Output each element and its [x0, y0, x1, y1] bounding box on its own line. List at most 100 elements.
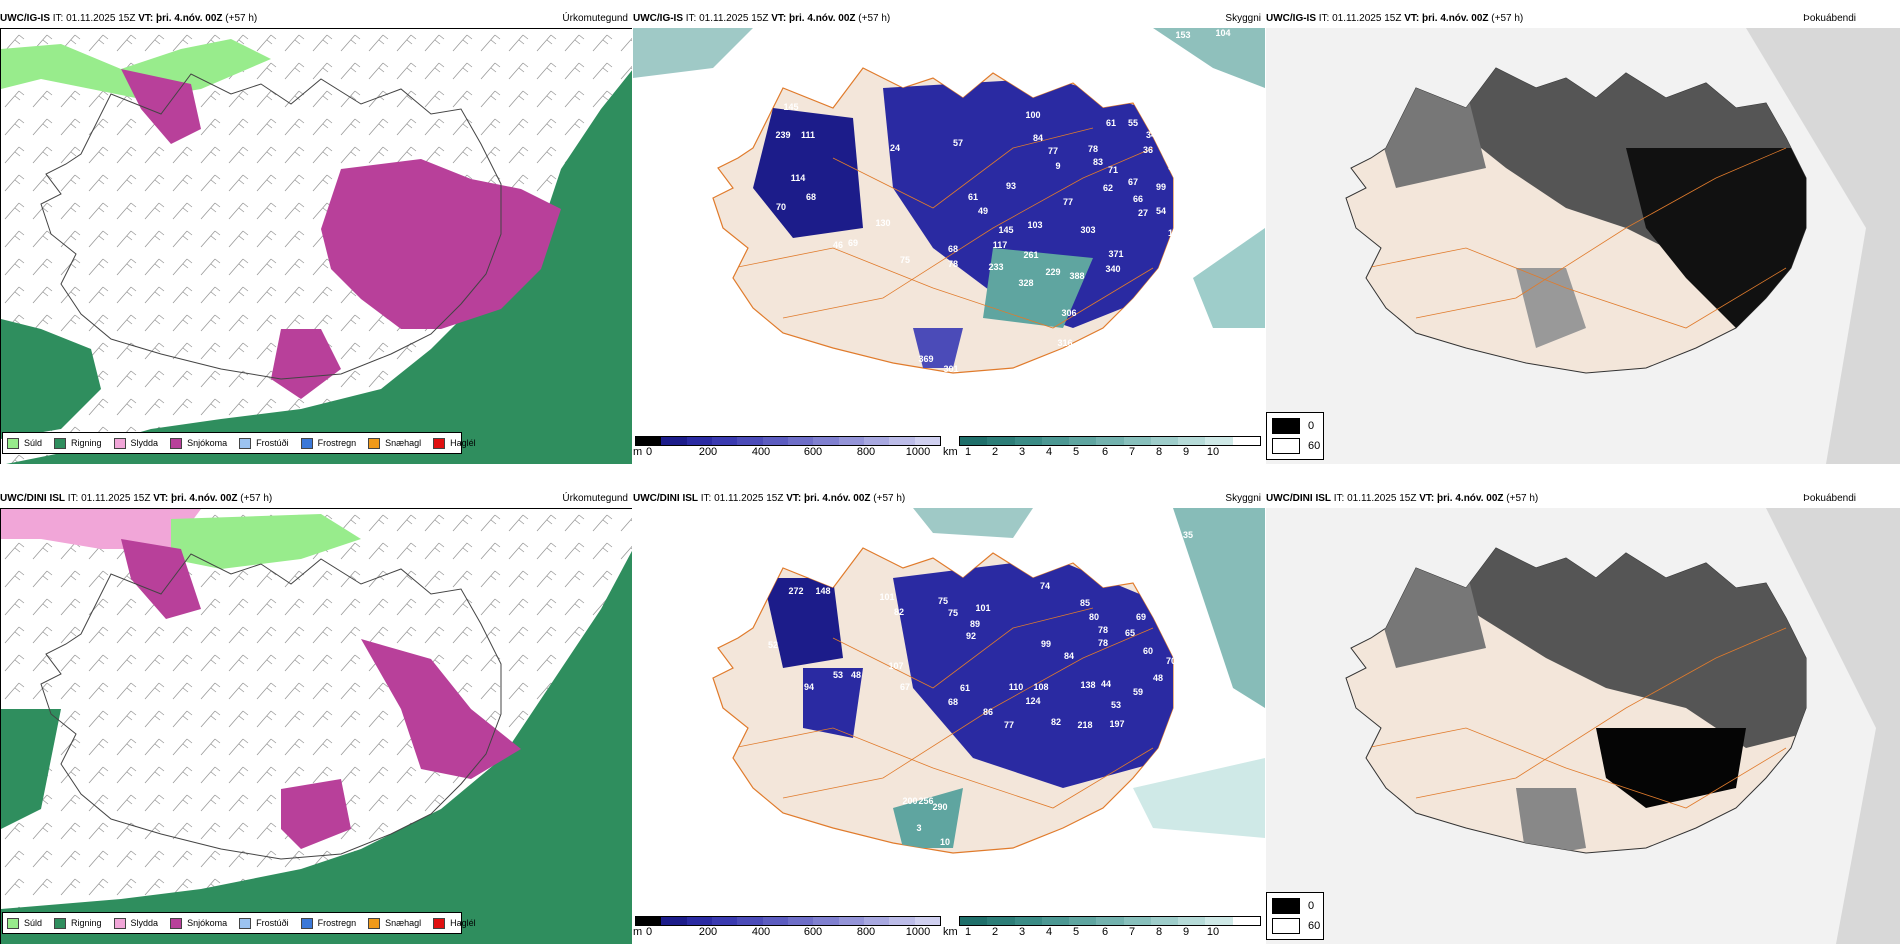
peak-label: 44 [1101, 679, 1111, 689]
peak-label: 117 [993, 240, 1008, 250]
peak-label: 66 [1133, 194, 1143, 204]
height-tick: 200 [698, 926, 718, 938]
peak-label: 53 [1111, 700, 1121, 710]
lead-time: (+57 h) [1491, 13, 1524, 24]
it-label: IT: [67, 493, 79, 504]
peak-label: 78 [1088, 144, 1098, 154]
fog-legend-row: 0 [1272, 898, 1314, 914]
legend-swatch [7, 917, 19, 929]
height-colorbar-strip [635, 916, 941, 926]
peak-label: 148 [815, 586, 830, 596]
peak-label: 99 [1156, 182, 1166, 192]
peak-label: 27 [926, 381, 936, 391]
peak-label: 76 [1100, 571, 1110, 581]
vt-value: þri. 4.nóv. 00Z [1422, 13, 1489, 24]
lead-time: (+57 h) [240, 493, 273, 504]
legend-label: Snæhagl [385, 918, 422, 928]
height-colorbar-strip [635, 436, 941, 446]
peak-label: 36 [1143, 145, 1153, 155]
peak-label: 256 [918, 796, 933, 806]
vt-value: þri. 4.nóv. 00Z [804, 493, 871, 504]
peak-label: 369 [918, 354, 933, 364]
visibility-tick: 9 [1182, 446, 1190, 458]
legend-label: Frostregn [317, 918, 357, 928]
legend-item-snow-pellets: Snæhagl [368, 917, 422, 929]
fog-index-panel-igis: UWC/IG-IS IT: 01.11.2025 15Z VT: þri. 4.… [1266, 12, 1900, 464]
legend-item-drizzle: Súld [7, 917, 42, 929]
peak-label: 340 [1105, 264, 1120, 274]
peak-label: 229 [1045, 267, 1060, 277]
panel-header: UWC/IG-IS IT: 01.11.2025 15Z VT: þri. 4.… [0, 12, 632, 26]
peak-label: 56 [1168, 162, 1178, 172]
peak-label: 68 [948, 244, 958, 254]
panel-title: Þokuábendi [1803, 493, 1856, 504]
panel-title: Úrkomutegund [562, 493, 628, 504]
legend-swatch [170, 437, 183, 449]
panel-header: UWC/DINI ISL IT: 01.11.2025 15Z VT: þri.… [633, 492, 1265, 506]
legend-label: Frostúði [256, 438, 289, 448]
fog-index-panel-dini: UWC/DINI ISL IT: 01.11.2025 15Z VT: þri.… [1266, 492, 1900, 944]
peak-label: 84 [1064, 651, 1074, 661]
peak-label: 62 [1103, 183, 1113, 193]
legend-item-freezing-drizzle: Frostúði [239, 437, 289, 449]
peak-label: 61 [1106, 118, 1116, 128]
legend-item-freezing-drizzle: Frostúði [239, 917, 289, 929]
vt-value: þri. 4.nóv. 00Z [171, 493, 238, 504]
peak-label: 69 [848, 238, 858, 248]
height-tick: 600 [803, 926, 823, 938]
height-unit: m [633, 446, 643, 458]
precip-map [0, 508, 632, 944]
peak-label: 15 [1168, 228, 1178, 238]
peak-label: 138 [1080, 680, 1095, 690]
peak-label: 99 [1041, 639, 1051, 649]
legend-swatch [239, 437, 252, 449]
visibility-panel-dini: UWC/DINI ISL IT: 01.11.2025 15Z VT: þri.… [633, 492, 1265, 944]
legend-label: Rigning [71, 438, 102, 448]
visibility-colorbar-strip [959, 916, 1261, 926]
visibility-unit: km [943, 446, 958, 458]
peak-label: 77 [1004, 720, 1014, 730]
peak-label: 77 [1063, 197, 1073, 207]
visibility-tick: 7 [1128, 446, 1136, 458]
legend-swatch [113, 437, 126, 449]
peak-label: 52 [768, 640, 778, 650]
peak-label: 94 [804, 682, 814, 692]
legend-label: Snjókoma [187, 918, 228, 928]
legend-swatch [300, 437, 313, 449]
lead-time: (+57 h) [858, 13, 891, 24]
peak-label: 145 [783, 102, 798, 112]
visibility-panel-igis: UWC/IG-IS IT: 01.11.2025 15Z VT: þri. 4.… [633, 12, 1265, 464]
fog-legend-swatch [1272, 418, 1300, 434]
visibility-peak-labels: 133 110 272 148 101 82 75 75 101 89 92 7… [696, 530, 1193, 847]
fog-legend: 0 60 [1266, 412, 1324, 460]
peak-label: 61 [968, 192, 978, 202]
vt-label: VT: [1419, 493, 1435, 504]
peak-label: 133 [768, 534, 783, 544]
peak-label: 124 [1025, 696, 1040, 706]
peak-label: 111 [801, 130, 815, 140]
it-value: 01.11.2025 15Z [1347, 493, 1417, 504]
panel-title: Þokuábendi [1803, 13, 1856, 24]
peak-label: 59 [1133, 687, 1143, 697]
peak-label: 78 [1098, 625, 1108, 635]
peak-label: 69 [1136, 612, 1146, 622]
visibility-peak-labels: 153 104 167 100 84 77 55 61 78 83 56 36 … [698, 28, 1231, 391]
legend-item-snow: Snjókoma [170, 437, 227, 449]
peak-label: 68 [806, 192, 816, 202]
vt-label: VT: [771, 13, 787, 24]
fog-legend-swatch [1272, 918, 1300, 934]
peak-label: 24 [890, 143, 900, 153]
peak-label: 197 [1109, 719, 1124, 729]
peak-label: 306 [1061, 308, 1076, 318]
legend-label: Haglél [450, 438, 476, 448]
peak-label: 121 [753, 93, 768, 103]
peak-label: 65 [1125, 628, 1135, 638]
visibility-tick: 9 [1182, 926, 1190, 938]
legend-swatch [54, 437, 67, 449]
peak-label: 57 [953, 138, 963, 148]
peak-label: 130 [875, 218, 890, 228]
peak-label: 51 [698, 252, 708, 262]
height-tick: 600 [803, 446, 823, 458]
it-value: 01.11.2025 15Z [714, 493, 784, 504]
peak-label: 107 [888, 661, 903, 671]
